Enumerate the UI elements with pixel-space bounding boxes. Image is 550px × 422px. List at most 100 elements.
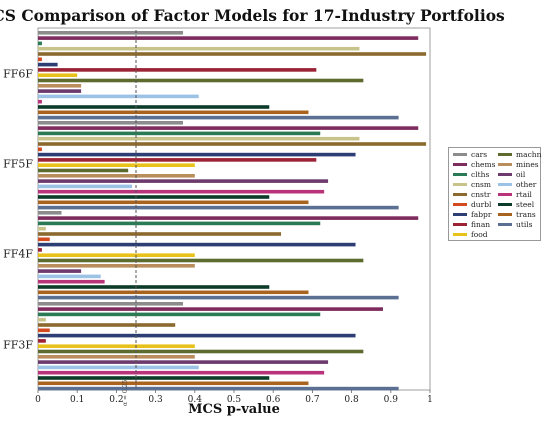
bar-ff6f-steel [38, 105, 270, 109]
bar-ff4f-cnstr [38, 232, 282, 236]
bar-ff6f-durbl [38, 57, 42, 62]
legend-item-other: other [498, 179, 536, 190]
legend-swatch [498, 203, 512, 206]
bar-ff5f-fabpr [38, 152, 356, 157]
legend-label: cnstr [471, 190, 491, 199]
bar-ff4f-cars [38, 211, 62, 215]
bar-ff6f-finan [38, 68, 317, 72]
bar-ff5f-mines [38, 174, 195, 178]
bar-ff3f-fabpr [38, 333, 356, 338]
x-tick-label: 0.5 [227, 395, 242, 405]
legend-swatch [453, 193, 467, 196]
bar-ff3f-utils [38, 386, 399, 391]
bar-ff5f-oil [38, 179, 329, 183]
bar-ff5f-cnstr [38, 142, 427, 146]
bar-ff3f-rtail [38, 370, 325, 375]
bar-ff4f-other [38, 274, 101, 279]
legend-swatch [453, 213, 467, 216]
legend-item-utils: utils [498, 219, 533, 230]
x-axis-title: MCS p-value [188, 402, 280, 417]
legend-label: fabpr [471, 210, 492, 219]
bar-ff4f-fabpr [38, 242, 356, 247]
x-tick-label: 0.2 [109, 395, 123, 405]
bar-ff3f-food [38, 344, 195, 348]
bar-ff4f-oil [38, 269, 82, 273]
legend-swatch [498, 223, 512, 226]
bar-ff4f-machn [38, 258, 364, 263]
x-tick-label: 0.6 [266, 395, 281, 405]
legend: cars chems clths cnsm cnstr durbl fabpr finan fo… [448, 147, 541, 241]
bar-ff5f-steel [38, 195, 270, 199]
bar-ff5f-food [38, 163, 195, 167]
bar-ff6f-chems [38, 36, 419, 40]
legend-label: oil [516, 170, 526, 179]
legend-swatch [453, 233, 467, 236]
x-tick-label: 0.9 [384, 395, 399, 405]
bar-ff5f-chems [38, 126, 419, 130]
bar-ff6f-fabpr [38, 62, 58, 67]
bar-ff6f-clths [38, 41, 42, 46]
bar-ff5f-other [38, 184, 133, 189]
bar-ff4f-utils [38, 295, 399, 300]
legend-swatch [498, 183, 512, 186]
bar-ff4f-clths [38, 221, 321, 226]
bar-ff4f-durbl [38, 237, 50, 242]
bar-ff3f-cnsm [38, 317, 46, 322]
legend-swatch [498, 153, 512, 156]
x-tick-label: 0.1 [70, 395, 84, 405]
bar-ff5f-rtail [38, 189, 325, 194]
x-ticks: 0 0.1 0.2 0.3 0.4 0.5 0.6 0.7 0.8 0.9 1 [35, 390, 433, 405]
legend-swatch [453, 203, 467, 206]
bar-ff6f-trans [38, 110, 309, 115]
legend-item-oil: oil [498, 169, 525, 180]
group-labels: FF6F FF5F FF4F FF3F [3, 67, 33, 351]
bar-ff4f-cnsm [38, 226, 46, 231]
legend-label: trans [516, 210, 536, 219]
bar-ff5f-utils [38, 205, 399, 210]
bar-ff3f-clths [38, 312, 321, 317]
legend-label: other [516, 180, 537, 189]
legend-item-fabpr: fabpr [453, 209, 491, 220]
bar-ff3f-cars [38, 302, 184, 306]
bar-ff6f-mines [38, 84, 82, 88]
bar-ff4f-trans [38, 290, 309, 295]
bar-ff4f-rtail [38, 279, 105, 284]
group-label-ff4f: FF4F [3, 247, 33, 260]
legend-label: mines [516, 160, 539, 169]
bar-ff3f-oil [38, 360, 329, 364]
legend-swatch [498, 193, 512, 196]
bars-layer [38, 31, 427, 391]
legend-swatch [453, 163, 467, 166]
bar-ff6f-food [38, 73, 78, 77]
bar-ff3f-chems [38, 307, 383, 311]
legend-label: utils [516, 220, 533, 229]
legend-label: finan [471, 220, 491, 229]
bar-ff5f-trans [38, 200, 309, 205]
legend-swatch [453, 153, 467, 156]
legend-label: food [471, 230, 488, 239]
bar-ff4f-food [38, 253, 195, 257]
bar-ff6f-oil [38, 89, 82, 93]
bar-ff6f-utils [38, 115, 399, 120]
legend-item-finan: finan [453, 219, 490, 230]
legend-item-rtail: rtail [498, 189, 532, 200]
x-tick-label: 0.3 [148, 395, 163, 405]
legend-label: cnsm [471, 180, 491, 189]
legend-swatch [453, 173, 467, 176]
group-label-ff6f: FF6F [3, 67, 33, 80]
bar-ff4f-finan [38, 248, 42, 252]
legend-swatch [498, 213, 512, 216]
bar-ff3f-other [38, 365, 199, 370]
x-tick-label: 0 [35, 395, 41, 405]
threshold-label: α = 0.25 [122, 380, 129, 406]
group-label-ff5f: FF5F [3, 157, 33, 170]
bar-ff5f-clths [38, 131, 321, 136]
legend-item-mines: mines [498, 159, 539, 170]
legend-swatch [498, 163, 512, 166]
legend-item-machn: machn [498, 149, 541, 160]
bar-ff5f-cars [38, 121, 184, 125]
group-label-ff3f: FF3F [3, 338, 33, 351]
legend-label: chems [471, 160, 496, 169]
